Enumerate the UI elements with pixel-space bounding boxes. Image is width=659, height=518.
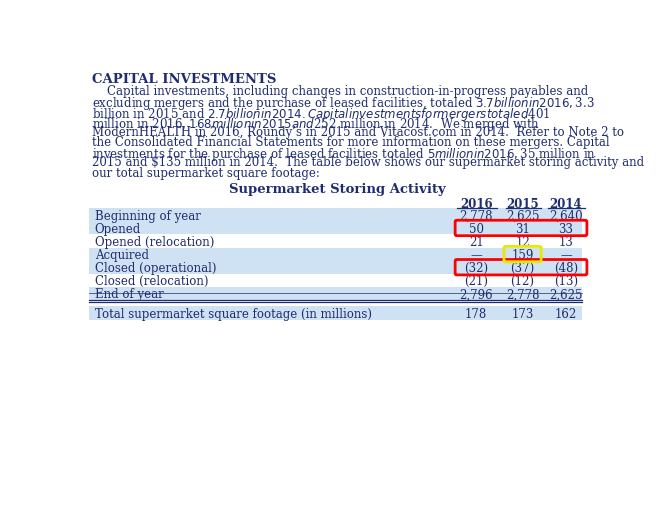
Text: 2,778: 2,778 [506, 289, 539, 301]
Text: billion in 2015 and $2.7 billion in 2014.  Capital investments for mergers total: billion in 2015 and $2.7 billion in 2014… [92, 106, 550, 123]
Text: 173: 173 [511, 308, 534, 321]
Text: Supermarket Storing Activity: Supermarket Storing Activity [229, 183, 445, 196]
Text: 21: 21 [469, 236, 484, 249]
Text: our total supermarket square footage:: our total supermarket square footage: [92, 167, 320, 180]
Text: 31: 31 [515, 223, 530, 236]
Text: (37): (37) [511, 262, 534, 275]
Text: investments for the purchase of leased facilities totaled $5 million in 2016, $3: investments for the purchase of leased f… [92, 146, 596, 163]
Text: million in 2016, $168 million in 2015 and $252 million in 2014.  We merged with: million in 2016, $168 million in 2015 an… [92, 116, 540, 133]
Text: Beginning of year: Beginning of year [95, 210, 200, 223]
Text: 2,625: 2,625 [549, 289, 583, 301]
Text: Opened: Opened [95, 223, 141, 236]
Text: Closed (operational): Closed (operational) [95, 262, 216, 275]
Text: 2015: 2015 [506, 198, 539, 211]
Text: End of year: End of year [95, 289, 163, 301]
Text: 50: 50 [469, 223, 484, 236]
Text: CAPITAL INVESTMENTS: CAPITAL INVESTMENTS [92, 73, 276, 86]
Text: (21): (21) [464, 275, 488, 289]
Text: 2,778: 2,778 [459, 210, 493, 223]
Text: (12): (12) [511, 275, 534, 289]
FancyBboxPatch shape [88, 261, 583, 274]
Text: Total supermarket square footage (in millions): Total supermarket square footage (in mil… [95, 308, 372, 321]
Text: 2,796: 2,796 [459, 289, 493, 301]
Text: 12: 12 [515, 236, 530, 249]
Text: Closed (relocation): Closed (relocation) [95, 275, 208, 289]
FancyBboxPatch shape [88, 248, 583, 261]
FancyBboxPatch shape [88, 287, 583, 300]
Text: Capital investments, including changes in construction-in-progress payables and: Capital investments, including changes i… [92, 85, 588, 98]
Text: excluding mergers and the purchase of leased facilities, totaled $3.7 billion in: excluding mergers and the purchase of le… [92, 95, 594, 112]
Text: 162: 162 [555, 308, 577, 321]
Text: Acquired: Acquired [95, 249, 149, 262]
FancyBboxPatch shape [88, 208, 583, 221]
Text: Opened (relocation): Opened (relocation) [95, 236, 214, 249]
Text: ModernHEALTH in 2016, Roundy’s in 2015 and Vitacost.com in 2014.  Refer to Note : ModernHEALTH in 2016, Roundy’s in 2015 a… [92, 126, 623, 139]
Text: 2014: 2014 [550, 198, 583, 211]
Text: 2,640: 2,640 [549, 210, 583, 223]
Text: 2,625: 2,625 [506, 210, 539, 223]
Text: 2016: 2016 [460, 198, 492, 211]
Text: 13: 13 [559, 236, 573, 249]
Text: —: — [560, 249, 572, 262]
FancyBboxPatch shape [88, 221, 583, 235]
Text: 2015 and $135 million in 2014.  The table below shows our supermarket storing ac: 2015 and $135 million in 2014. The table… [92, 156, 644, 169]
Text: —: — [471, 249, 482, 262]
FancyBboxPatch shape [88, 307, 583, 320]
Text: (48): (48) [554, 262, 578, 275]
Text: (13): (13) [554, 275, 578, 289]
Text: 178: 178 [465, 308, 487, 321]
Text: the Consolidated Financial Statements for more information on these mergers. Cap: the Consolidated Financial Statements fo… [92, 136, 610, 149]
Text: 159: 159 [511, 249, 534, 262]
Text: (32): (32) [464, 262, 488, 275]
Text: 33: 33 [558, 223, 573, 236]
